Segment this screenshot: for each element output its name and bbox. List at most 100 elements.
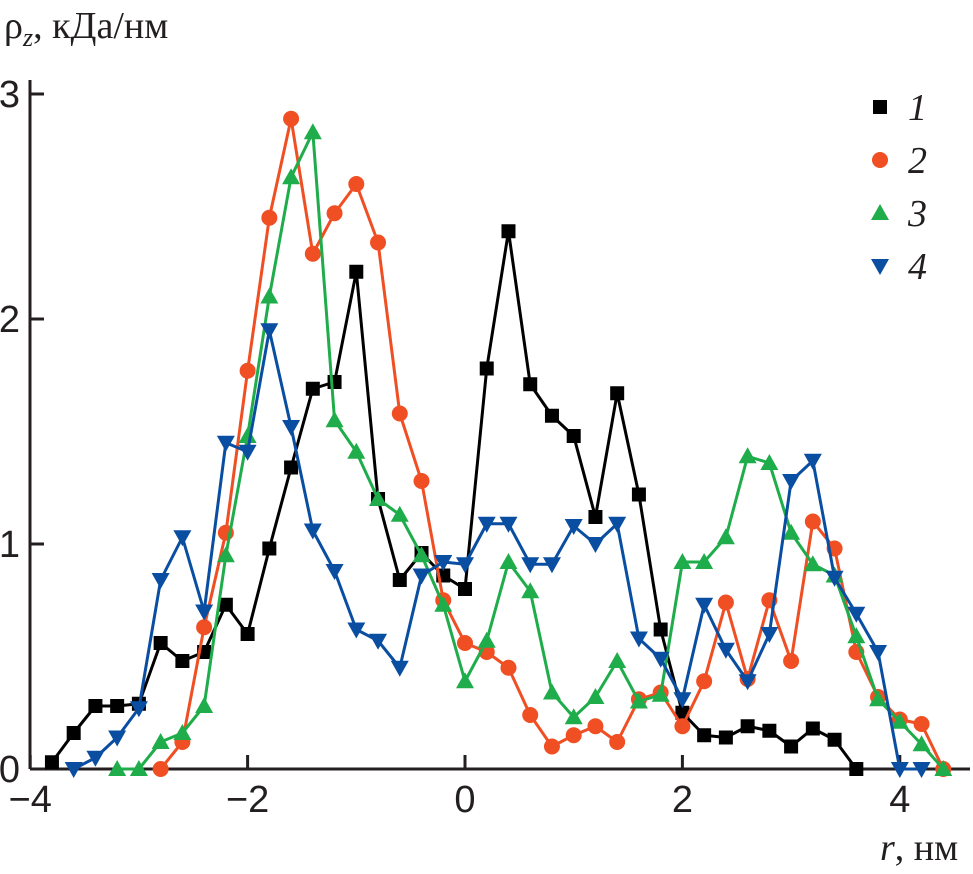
data-point-4	[238, 444, 257, 461]
legend-marker-triangle-down	[871, 259, 889, 275]
data-point-4	[499, 516, 518, 533]
data-point-3	[521, 582, 540, 599]
data-point-4	[477, 516, 496, 533]
data-point-3	[369, 490, 388, 506]
y-tick-label: 2	[0, 299, 20, 341]
data-point-3	[499, 553, 518, 569]
data-point-4	[303, 523, 322, 540]
legend-marker-triangle-up	[871, 204, 889, 220]
data-point-1	[566, 429, 581, 443]
data-point-1	[479, 361, 494, 376]
data-point-1	[784, 739, 799, 754]
data-point-3	[847, 627, 866, 644]
data-point-3	[803, 555, 822, 572]
data-point-2	[239, 362, 256, 379]
data-point-4	[542, 557, 561, 574]
data-point-4	[629, 631, 648, 648]
data-point-2	[587, 718, 604, 735]
x-tick-label: −4	[9, 779, 52, 821]
data-point-4	[564, 519, 583, 535]
legend: 1 2 3 4	[871, 87, 927, 288]
data-point-2	[783, 653, 800, 669]
data-point-4	[151, 573, 170, 589]
data-point-3	[564, 708, 583, 725]
data-point-4	[716, 642, 735, 659]
legend-item-4: 4	[871, 246, 927, 288]
data-point-3	[608, 652, 627, 668]
data-point-1	[544, 408, 559, 423]
series-line-2	[159, 117, 945, 770]
data-point-2	[413, 473, 430, 489]
data-point-4	[803, 453, 822, 470]
data-point-3	[129, 760, 148, 776]
data-point-4	[760, 627, 779, 643]
data-point-2	[391, 405, 408, 422]
data-point-3	[869, 690, 888, 707]
data-point-3	[782, 523, 801, 540]
x-axis-label: r, нм	[880, 827, 958, 869]
data-point-3	[173, 724, 192, 740]
series-2	[152, 110, 952, 777]
data-point-3	[303, 123, 322, 140]
data-point-3	[629, 692, 648, 709]
data-point-4	[129, 701, 148, 718]
legend-item-1: 1	[873, 87, 927, 129]
data-point-4	[912, 762, 931, 778]
data-point-4	[369, 633, 388, 650]
data-point-2	[348, 176, 365, 192]
data-point-3	[151, 733, 170, 749]
x-tick-label: 2	[672, 779, 693, 821]
data-point-2	[457, 635, 473, 651]
data-point-3	[477, 631, 496, 648]
data-point-1	[762, 723, 777, 738]
y-tick-label: 0	[0, 749, 20, 791]
data-point-1	[262, 541, 277, 556]
data-point-2	[326, 205, 343, 222]
data-point-1	[718, 730, 733, 745]
data-point-2	[913, 716, 930, 732]
data-point-2	[522, 707, 539, 723]
data-point-2	[304, 245, 321, 262]
data-point-3	[195, 697, 214, 713]
data-point-3	[282, 168, 301, 185]
data-point-3	[912, 735, 931, 752]
data-point-3	[695, 553, 714, 569]
data-point-3	[586, 688, 605, 704]
data-point-3	[651, 685, 670, 702]
data-point-1	[175, 654, 190, 668]
data-point-1	[305, 381, 320, 396]
series-group	[44, 110, 953, 778]
data-point-1	[805, 721, 820, 736]
data-point-2	[717, 594, 734, 611]
data-point-4	[825, 570, 844, 587]
series-1	[44, 224, 864, 776]
data-point-2	[196, 619, 213, 636]
legend-item-3: 3	[871, 193, 927, 235]
data-point-1	[88, 699, 103, 713]
data-point-2	[565, 727, 582, 744]
legend-label: 2	[908, 140, 927, 182]
data-point-1	[110, 699, 125, 713]
data-point-4	[86, 750, 105, 767]
data-point-1	[631, 487, 646, 502]
data-point-1	[327, 375, 342, 389]
data-point-3	[108, 760, 127, 776]
legend-label: 4	[908, 246, 927, 288]
series-3	[108, 123, 953, 776]
data-point-4	[325, 564, 344, 580]
data-point-1	[44, 755, 59, 770]
data-point-3	[542, 683, 561, 700]
data-point-4	[738, 674, 757, 691]
data-point-2	[674, 718, 691, 735]
data-point-3	[716, 528, 735, 545]
data-point-3	[412, 546, 431, 563]
series-line-4	[72, 328, 922, 771]
data-point-4	[673, 692, 692, 709]
x-tick-label: 4	[889, 779, 910, 821]
data-point-2	[370, 234, 387, 251]
x-tick-label: −2	[226, 779, 269, 821]
data-point-3	[238, 427, 257, 443]
data-point-1	[66, 726, 81, 740]
legend-label: 1	[908, 87, 927, 129]
